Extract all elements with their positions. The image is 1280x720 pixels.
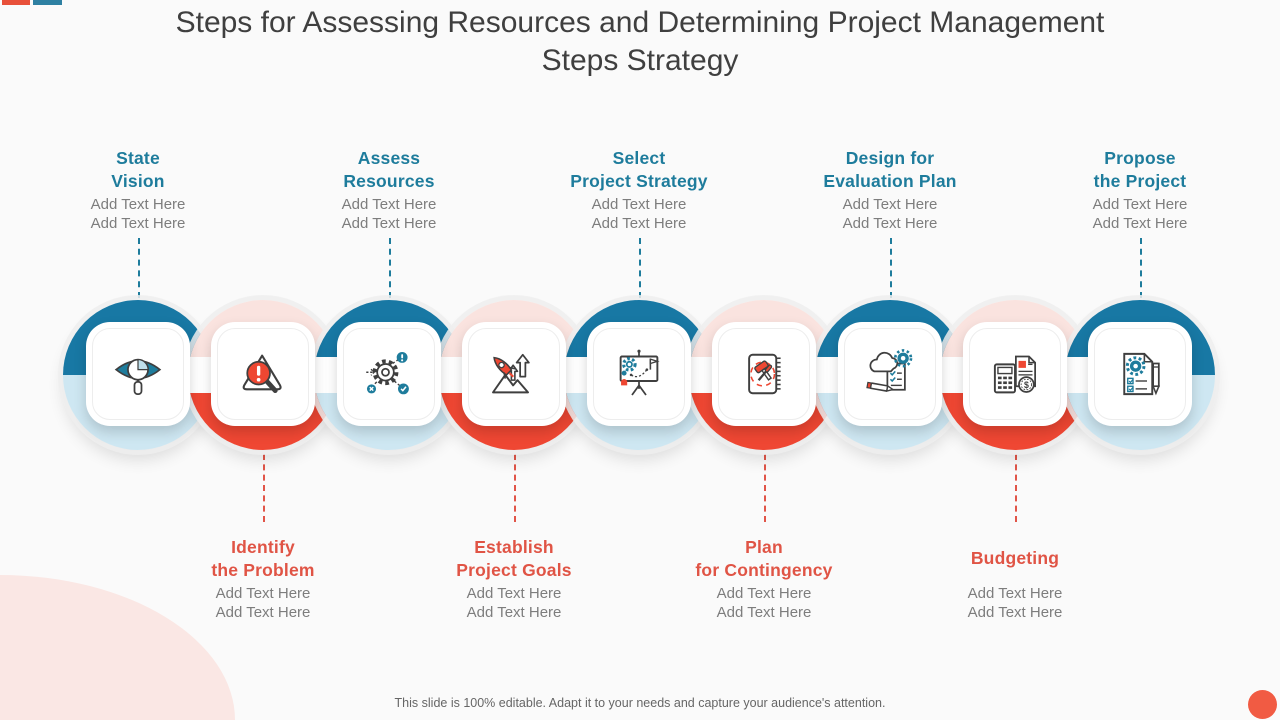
step-icon-card (337, 322, 441, 426)
placeholder-text: Add Text Here Add Text Here (271, 196, 507, 233)
step-icon-card (211, 322, 315, 426)
placeholder-text: Add Text Here Add Text Here (1022, 196, 1258, 233)
placeholder-text: Add Text Here Add Text Here (897, 585, 1133, 622)
step-title: Budgeting (970, 548, 1060, 568)
step-title: Assess Resources (343, 147, 435, 191)
add-text-placeholder[interactable]: Add Text Here (716, 585, 812, 602)
add-text-placeholder[interactable]: Add Text Here (1092, 214, 1188, 232)
connector-dash-line (389, 238, 391, 298)
step-title: Identify the Problem (211, 536, 315, 580)
warning-triangle-magnifier-icon (242, 354, 282, 394)
step-icon-card (86, 322, 190, 426)
corner-dot-decoration (1248, 690, 1277, 719)
add-text-placeholder[interactable]: Add Text Here (466, 603, 562, 621)
add-text-placeholder[interactable]: Add Text Here (716, 603, 812, 621)
placeholder-text: Add Text Here Add Text Here (20, 196, 256, 233)
connector-dash-line (1140, 238, 1142, 298)
connector-dash-line (514, 454, 516, 522)
placeholder-text: Add Text Here Add Text Here (396, 585, 632, 622)
footer-note: This slide is 100% editable. Adapt it to… (394, 696, 886, 710)
add-text-placeholder[interactable]: Add Text Here (341, 214, 437, 232)
step-icon-card (712, 322, 816, 426)
placeholder-text: Add Text Here Add Text Here (521, 196, 757, 233)
step-label: Propose the Project Add Text Here Add Te… (1022, 146, 1258, 233)
add-text-placeholder[interactable]: Add Text Here (591, 214, 687, 232)
add-text-placeholder[interactable]: Add Text Here (842, 196, 938, 213)
step-icon-card: $ (963, 322, 1067, 426)
corner-bar-blue (33, 0, 62, 5)
add-text-placeholder[interactable]: Add Text Here (1092, 196, 1188, 213)
cloud-checklist-icon (866, 349, 913, 393)
add-text-placeholder[interactable]: Add Text Here (591, 196, 687, 213)
step-label: Budgeting Add Text Here Add Text Here (897, 535, 1133, 622)
step-title: Establish Project Goals (456, 536, 572, 580)
strategy-board-icon (619, 349, 660, 396)
calculator-document-icon: $ (993, 355, 1036, 394)
add-text-placeholder[interactable]: Add Text Here (90, 214, 186, 232)
add-text-placeholder[interactable]: Add Text Here (466, 585, 562, 602)
add-text-placeholder[interactable]: Add Text Here (215, 585, 311, 602)
rocket-growth-icon (492, 353, 530, 394)
corner-bar-red (2, 0, 30, 5)
connector-dash-line (890, 238, 892, 298)
placeholder-text: Add Text Here Add Text Here (145, 585, 381, 622)
connector-dash-line (639, 238, 641, 298)
placeholder-text: Add Text Here Add Text Here (772, 196, 1008, 233)
step-label: Plan for Contingency Add Text Here Add T… (646, 535, 882, 622)
add-text-placeholder[interactable]: Add Text Here (967, 603, 1063, 621)
step-title: Design for Evaluation Plan (823, 147, 957, 191)
connector-dash-line (1015, 454, 1017, 522)
step-icon-card (1088, 322, 1192, 426)
step-label: State Vision Add Text Here Add Text Here (20, 146, 256, 233)
step-icon-card (462, 322, 566, 426)
toolkit-book-icon (748, 353, 781, 395)
step-label: Design for Evaluation Plan Add Text Here… (772, 146, 1008, 233)
add-text-placeholder[interactable]: Add Text Here (842, 214, 938, 232)
page-title-line-1: Steps for Assessing Resources and Determ… (175, 6, 1105, 39)
connector-dash-line (138, 238, 140, 298)
step-label: Assess Resources Add Text Here Add Text … (271, 146, 507, 233)
svg-text:$: $ (1024, 380, 1029, 390)
add-text-placeholder[interactable]: Add Text Here (215, 603, 311, 621)
gear-network-icon (366, 351, 409, 395)
placeholder-text: Add Text Here Add Text Here (646, 585, 882, 622)
step-icon-card (838, 322, 942, 426)
step-label: Select Project Strategy Add Text Here Ad… (521, 146, 757, 233)
page-title-line-2: Steps Strategy (541, 44, 739, 77)
step-title: State Vision (111, 147, 165, 191)
step-title: Plan for Contingency (695, 536, 833, 580)
connector-dash-line (764, 454, 766, 522)
step-label: Identify the Problem Add Text Here Add T… (145, 535, 381, 622)
eye-magnifier-icon (114, 358, 162, 395)
step-title: Propose the Project (1093, 147, 1187, 191)
step-title: Select Project Strategy (570, 147, 708, 191)
page-title: Steps for Assessing Resources and Determ… (90, 4, 1190, 80)
connector-dash-line (263, 454, 265, 522)
add-text-placeholder[interactable]: Add Text Here (341, 196, 437, 213)
add-text-placeholder[interactable]: Add Text Here (967, 585, 1063, 602)
add-text-placeholder[interactable]: Add Text Here (90, 196, 186, 213)
document-gear-pencil-icon (1123, 352, 1160, 396)
step-label: Establish Project Goals Add Text Here Ad… (396, 535, 632, 622)
step-icon-card (587, 322, 691, 426)
